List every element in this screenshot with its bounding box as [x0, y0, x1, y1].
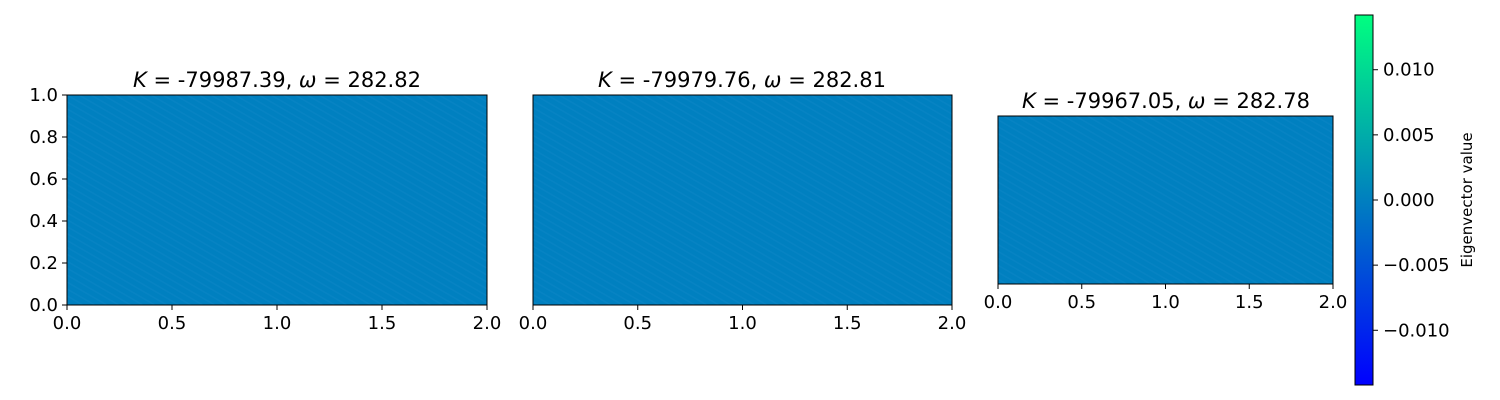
subplot-2-xtick-label: 0.5 — [623, 313, 652, 334]
colorbar-gradient — [1354, 14, 1374, 386]
subplot-1-ytick-label: 1.0 — [29, 85, 58, 106]
subplot-1-ytick-label: 0.4 — [29, 211, 58, 232]
subplot-3-title-sep: , — [1175, 89, 1188, 113]
subplot-1-xtick-label: 1.5 — [368, 313, 397, 334]
subplot-1-ytick-label: 0.8 — [29, 127, 58, 148]
subplot-3-xtick-label: 1.0 — [1151, 292, 1180, 313]
subplot-1-title-eq1: = — [147, 68, 178, 92]
subplot-3-xtick-label: 1.5 — [1235, 292, 1264, 313]
subplot-1-title-sep: , — [286, 68, 299, 92]
subplot-1-xtick-label: 0.0 — [53, 313, 82, 334]
subplot-3-heatmap — [997, 115, 1334, 285]
subplot-1-title-k: -79987.39 — [178, 68, 286, 92]
subplot-3-title: K = -79967.05, ω = 282.78 — [1022, 89, 1310, 113]
subplot-1-xtick-label: 1.0 — [263, 313, 292, 334]
subplot-1-ytick-label: 0.0 — [29, 295, 58, 316]
subplot-2-xaxis: 0.0 0.5 1.0 1.5 2.0 — [519, 305, 967, 334]
subplot-2-title-sep: , — [751, 68, 764, 92]
colorbar-tick-label: 0.005 — [1383, 125, 1435, 146]
subplot-2-title: K = -79979.76, ω = 282.81 — [598, 68, 886, 92]
subplot-3-title-omega: 282.78 — [1236, 89, 1309, 113]
colorbar-ticks: −0.010 −0.005 0.000 0.005 0.010 — [1373, 60, 1450, 341]
subplot-2-heatmap — [532, 94, 953, 306]
subplot-2-title-omega: 282.81 — [812, 68, 885, 92]
subplot-3-title-k-var: K — [1022, 89, 1038, 113]
subplot-3-title-eq2: = — [1206, 89, 1237, 113]
subplot-1-ytick-label: 0.2 — [29, 253, 58, 274]
subplot-1-title: K = -79987.39, ω = 282.82 — [133, 68, 421, 92]
subplot-2-title-eq1: = — [612, 68, 643, 92]
subplot-2-xtick-label: 1.0 — [728, 313, 757, 334]
subplot-2-xtick-label: 0.0 — [519, 313, 548, 334]
subplot-3-title-k: -79967.05 — [1067, 89, 1175, 113]
subplot-1-heatmap — [66, 94, 488, 306]
subplot-1-title-k-var: K — [133, 68, 149, 92]
subplot-2-xtick-label: 2.0 — [938, 313, 967, 334]
subplot-3-xtick-label: 0.5 — [1067, 292, 1096, 313]
subplot-3: K = -79967.05, ω = 282.78 0.0 0.5 1.0 1.5 2.… — [984, 89, 1348, 313]
subplot-1-xaxis: 0.0 0.5 1.0 1.5 2.0 — [53, 305, 502, 334]
subplot-3-xaxis: 0.0 0.5 1.0 1.5 2.0 — [984, 284, 1348, 313]
subplot-2: K = -79979.76, ω = 282.81 0.0 0.5 1.0 1.5 2.… — [519, 68, 967, 334]
colorbar: −0.010 −0.005 0.000 0.005 0.010 Eigenvector … — [1354, 14, 1476, 386]
colorbar-label: Eigenvector value — [1458, 132, 1476, 267]
colorbar-tick-label: 0.010 — [1383, 60, 1435, 81]
subplot-2-title-omega-var: ω — [764, 68, 782, 92]
subplot-1-yaxis: 0.0 0.2 0.4 0.6 0.8 1.0 — [29, 85, 67, 316]
subplot-2-title-eq2: = — [782, 68, 813, 92]
subplot-1: K = -79987.39, ω = 282.82 0.0 0.5 1.0 1.5 2.… — [29, 68, 501, 334]
subplot-3-title-eq1: = — [1036, 89, 1067, 113]
subplot-1-title-omega: 282.82 — [347, 68, 420, 92]
subplot-3-title-omega-var: ω — [1188, 89, 1206, 113]
colorbar-tick-label: −0.010 — [1383, 320, 1450, 341]
subplot-1-title-eq2: = — [317, 68, 348, 92]
subplot-2-title-k: -79979.76 — [643, 68, 751, 92]
subplot-2-title-k-var: K — [598, 68, 614, 92]
subplot-1-xtick-label: 2.0 — [473, 313, 502, 334]
subplot-3-xtick-label: 2.0 — [1319, 292, 1348, 313]
colorbar-tick-label: −0.005 — [1383, 255, 1450, 276]
subplot-1-ytick-label: 0.6 — [29, 169, 58, 190]
colorbar-tick-label: 0.000 — [1383, 190, 1435, 211]
subplot-3-xtick-label: 0.0 — [984, 292, 1013, 313]
subplot-1-xtick-label: 0.5 — [158, 313, 187, 334]
subplot-2-xtick-label: 1.5 — [833, 313, 862, 334]
subplot-1-title-omega-var: ω — [299, 68, 317, 92]
